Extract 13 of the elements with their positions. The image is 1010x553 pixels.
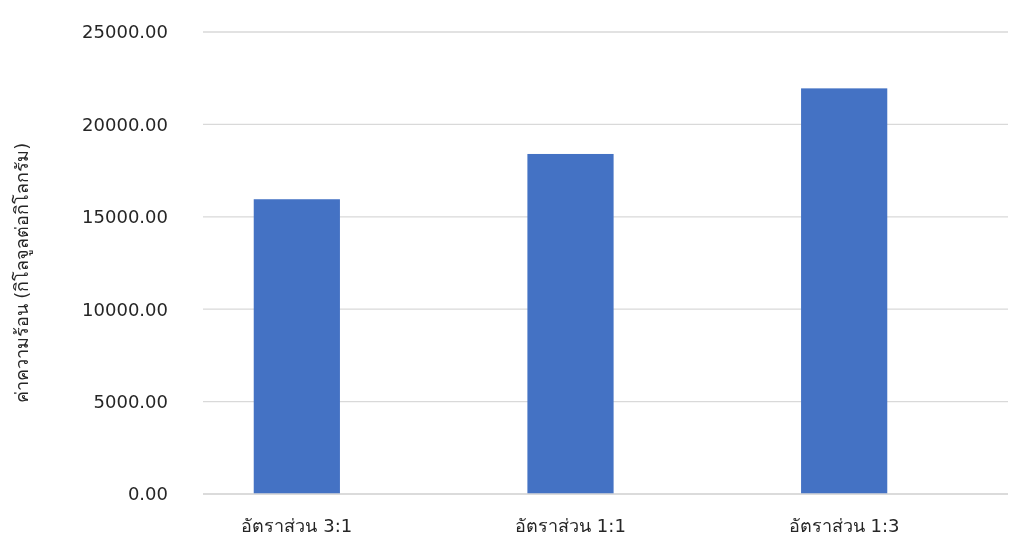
y-tick-label: 20000.00 [82,113,168,135]
bar [801,88,888,494]
x-tick-label: อัตราส่วน 1:1 [515,515,626,536]
y-tick-label: 25000.00 [82,21,168,43]
y-tick-label: 5000.00 [93,390,168,412]
x-tick-label: อัตราส่วน 1:3 [788,515,900,536]
y-tick-label: 10000.00 [82,298,168,320]
y-tick-label: 0.00 [127,483,168,505]
y-axis-title: ค่าความร้อน (กิโลจูลต่อกิโลกรัม) [11,142,33,404]
bar [253,199,340,494]
bar [527,153,614,494]
x-tick-label: อัตราส่วน 3:1 [241,515,353,536]
y-tick-label: 15000.00 [82,206,168,228]
